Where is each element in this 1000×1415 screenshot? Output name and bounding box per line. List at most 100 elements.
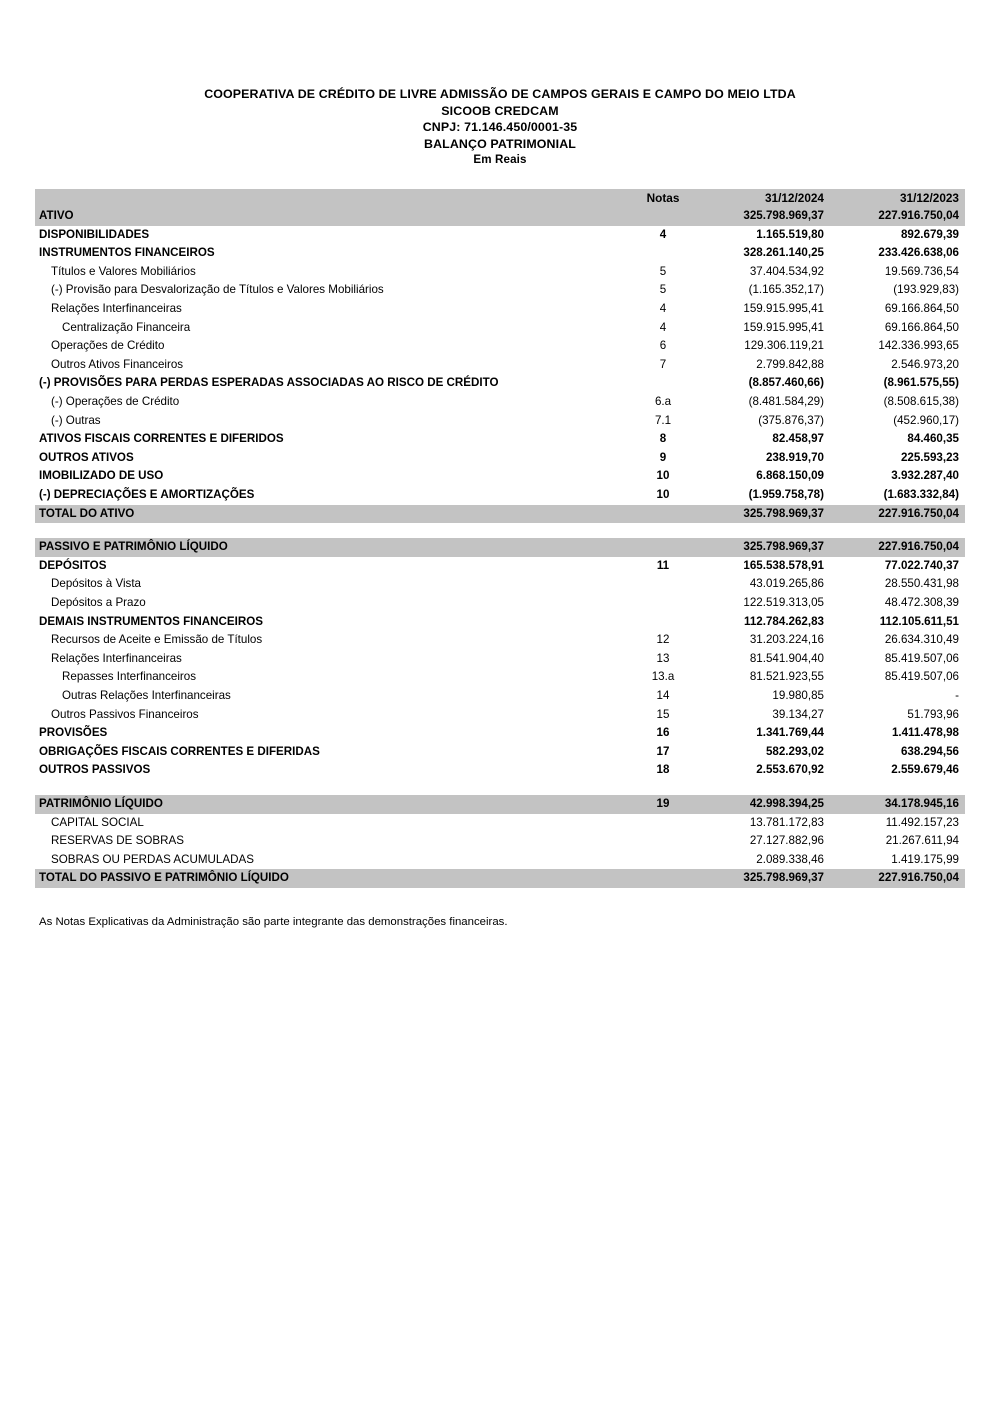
column-header-year-2024: 31/12/2024: [695, 188, 830, 208]
row-label: TOTAL DO PASSIVO E PATRIMÔNIO LÍQUIDO: [35, 869, 631, 888]
row-value-2023: 19.569.736,54: [884, 264, 959, 278]
row-note-reference: 4: [659, 302, 667, 316]
row-value-2023: (1.683.332,84): [883, 488, 959, 501]
row-value-2024: 2.799.842,88: [756, 357, 824, 371]
table-row: Recursos de Aceite e Emissão de Títulos 1…: [35, 631, 965, 650]
row-value-2023: 892.679,39: [900, 227, 959, 241]
company-brand: SICOOB CREDCAM: [441, 103, 559, 118]
currency-unit: Em Reais: [473, 153, 527, 166]
row-note-reference: 12: [656, 633, 670, 647]
row-label: Outros Ativos Financeiros: [51, 357, 184, 371]
row-value-2023: 84.460,35: [907, 432, 959, 446]
row-value-2023: 233.426.638,06: [878, 246, 959, 260]
row-label: CAPITAL SOCIAL: [51, 815, 144, 829]
row-note-reference: 8: [659, 432, 667, 446]
row-value-2023: (8.961.575,55): [883, 376, 959, 390]
table-row: OBRIGAÇÕES FISCAIS CORRENTES E DIFERIDAS…: [35, 743, 965, 762]
row-label: Depósitos à Vista: [51, 577, 142, 591]
table-body: ATIVO 325.798.969,37 227.916.750,04 DISPONI…: [35, 207, 965, 888]
row-note-reference: 11: [656, 558, 670, 572]
table-row: (-) DEPRECIAÇÕES E AMORTIZAÇÕES 10 (1.959.…: [35, 486, 965, 505]
row-value-2023: (8.508.615,38): [883, 395, 959, 409]
table-row: Centralização Financeira 4 159.915.995,41 6…: [35, 319, 965, 338]
row-label: DEMAIS INSTRUMENTOS FINANCEIROS: [39, 614, 263, 628]
row-value-2023: (193.929,83): [893, 283, 959, 297]
table-row: CAPITAL SOCIAL 13.781.172,83 11.492.157,23: [35, 814, 965, 833]
row-note-reference: 9: [659, 450, 667, 464]
row-value-2024: 82.458,97: [772, 432, 824, 446]
row-value-2023: 225.593,23: [900, 450, 959, 464]
row-note-reference: 10: [656, 469, 670, 483]
statement-title: BALANÇO PATRIMONIAL: [424, 136, 576, 151]
row-label: Recursos de Aceite e Emissão de Títulos: [51, 633, 263, 647]
table-row: TOTAL DO ATIVO 325.798.969,37 227.916.750,…: [35, 504, 965, 524]
row-value-2024: 37.404.534,92: [749, 264, 824, 278]
row-note-reference: 7.1: [654, 413, 672, 427]
row-label: TOTAL DO ATIVO: [35, 504, 631, 524]
table-row: PASSIVO E PATRIMÔNIO LÍQUIDO 325.798.969,…: [35, 538, 965, 557]
row-label: RESERVAS DE SOBRAS: [51, 834, 184, 848]
row-value-2024: 31.203.224,16: [749, 633, 824, 647]
row-label: Títulos e Valores Mobiliários: [51, 264, 196, 278]
row-value-2024: 19.980,85: [772, 688, 824, 702]
row-label: DEPÓSITOS: [39, 558, 107, 572]
row-value-2023: 2.559.679,46: [891, 763, 959, 777]
row-note-reference: 14: [656, 688, 670, 702]
row-value-2023: 34.178.945,16: [830, 794, 965, 814]
row-label: SOBRAS OU PERDAS ACUMULADAS: [51, 852, 254, 866]
row-note-reference: 13: [656, 651, 670, 665]
row-value-2023: 227.916.750,04: [830, 207, 965, 226]
row-label: OUTROS ATIVOS: [39, 450, 134, 464]
row-note-reference: 17: [656, 744, 670, 758]
column-header-notes: Notas: [631, 188, 695, 208]
row-label: PROVISÕES: [39, 726, 108, 740]
row-label: PASSIVO E PATRIMÔNIO LÍQUIDO: [35, 538, 631, 557]
row-value-2024: 39.134,27: [772, 707, 824, 721]
row-note-reference: 13.a: [651, 670, 675, 684]
row-value-2023: 112.105.611,51: [879, 614, 959, 628]
row-value-2024: 81.541.904,40: [749, 651, 824, 665]
row-label: PATRIMÔNIO LÍQUIDO: [35, 794, 631, 814]
row-value-2024: 112.784.262,83: [744, 614, 824, 628]
row-label: (-) Outras: [51, 413, 101, 427]
table-row: SOBRAS OU PERDAS ACUMULADAS 2.089.338,46 1…: [35, 851, 965, 870]
balance-sheet-table: Notas 31/12/2024 31/12/2023 ATIVO 325.798…: [35, 188, 965, 888]
row-value-2023: 3.932.287,40: [891, 469, 959, 483]
row-label: OBRIGAÇÕES FISCAIS CORRENTES E DIFERIDAS: [39, 744, 320, 758]
row-label: Outras Relações Interfinanceiras: [62, 688, 231, 702]
document-header: COOPERATIVA DE CRÉDITO DE LIVRE ADMISSÃO…: [0, 0, 1000, 169]
table-row: DISPONIBILIDADES 4 1.165.519,80 892.679,39: [35, 226, 965, 245]
row-note-reference: [631, 244, 695, 263]
company-cnpj: CNPJ: 71.146.450/0001-35: [422, 120, 578, 134]
row-value-2024: (1.165.352,17): [748, 283, 824, 297]
row-value-2024: 2.553.670,92: [756, 763, 824, 777]
spacer-cell: [35, 523, 965, 539]
row-note-reference: 7: [659, 357, 667, 371]
row-value-2024: 325.798.969,37: [695, 504, 830, 524]
table-row: Depósitos à Vista 43.019.265,86 28.550.431…: [35, 575, 965, 594]
row-note-reference: [631, 869, 695, 888]
table-row: Outros Ativos Financeiros 7 2.799.842,88 2.…: [35, 356, 965, 375]
table-row: Operações de Crédito 6 129.306.119,21 142.3…: [35, 337, 965, 356]
row-value-2023: -: [955, 688, 959, 702]
row-note-reference: [631, 594, 695, 613]
row-value-2024: 159.915.995,41: [743, 320, 824, 334]
company-name: COOPERATIVA DE CRÉDITO DE LIVRE ADMISSÃO…: [204, 87, 796, 101]
row-label: Relações Interfinanceiras: [51, 302, 182, 316]
row-note-reference: 10: [656, 488, 670, 501]
row-value-2023: 227.916.750,04: [830, 869, 965, 888]
row-value-2024: 122.519.313,05: [743, 595, 824, 609]
table-row: IMOBILIZADO DE USO 10 6.868.150,09 3.932.28…: [35, 467, 965, 486]
row-note-reference: [631, 575, 695, 594]
row-value-2023: 28.550.431,98: [884, 577, 959, 591]
table-row: (-) Outras 7.1 (375.876,37) (452.960,17): [35, 412, 965, 431]
row-value-2024: 129.306.119,21: [744, 339, 824, 353]
row-value-2024: 27.127.882,96: [749, 834, 824, 848]
row-value-2024: 1.341.769,44: [756, 726, 824, 740]
row-value-2024: 81.521.923,55: [749, 670, 824, 684]
row-value-2024: (375.876,37): [758, 413, 824, 427]
row-label: Relações Interfinanceiras: [51, 651, 182, 665]
row-value-2024: 328.261.140,25: [743, 246, 824, 260]
table-row: (-) Operações de Crédito 6.a (8.481.584,29…: [35, 393, 965, 412]
column-header-row: Notas 31/12/2024 31/12/2023: [35, 188, 965, 208]
